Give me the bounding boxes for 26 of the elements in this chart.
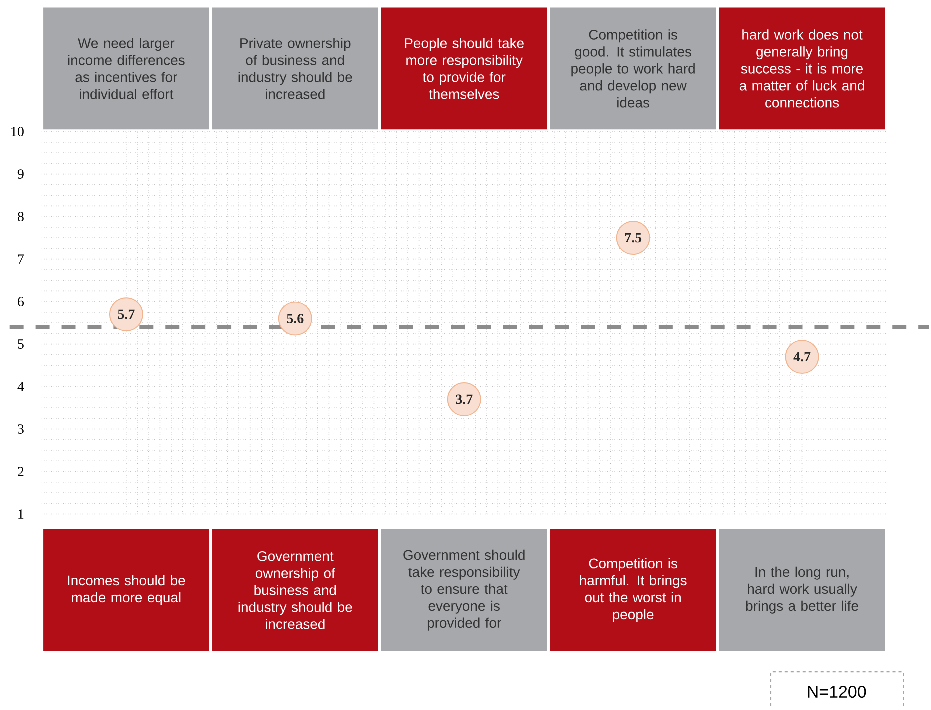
x-tick-label: Government should take responsibility to ensure that everyone is provided for [404,550,525,631]
x-tick-label: Government ownership of business and industry should be increased [238,551,352,630]
x-tick-label: Competition is harmful. It brings out the worst in people [580,558,687,622]
y-tick-label: 1 [18,510,24,519]
text: We need larger income differences as incentives for individual effort [68,38,185,100]
y-tick-label: 8 [18,212,24,222]
y-tick-label: 4 [18,382,24,392]
text: N=1200 [808,686,866,698]
x-tick-label: Incomes should be made more equal [68,575,186,606]
x-tick-label: In the long run, hard work usually brings a better life [746,566,858,614]
data-label: 5.7 [118,310,135,320]
y-tick-label: 7 [18,254,24,264]
text: People should take more responsibility to provide for themselves [405,38,524,100]
data-label: 3.7 [456,394,473,404]
y-tick-label: 3 [18,424,24,434]
data-label: 4.7 [794,352,811,362]
y-tick-label: 5 [18,340,24,349]
y-tick-label: 9 [18,170,24,180]
y-tick-label: 10 [12,127,24,137]
y-tick-label: 2 [18,467,24,476]
text: Competition is good. It stimulates people to work hard and develop new ideas [572,30,695,108]
data-label: 5.6 [287,314,304,324]
text: hard work does not generally bring success - it is more a matter of luck and connections [740,30,864,108]
data-label: 7.5 [625,233,642,243]
y-tick-label: 6 [18,297,24,306]
text: Private ownership of business and industry should be increased [238,38,352,100]
